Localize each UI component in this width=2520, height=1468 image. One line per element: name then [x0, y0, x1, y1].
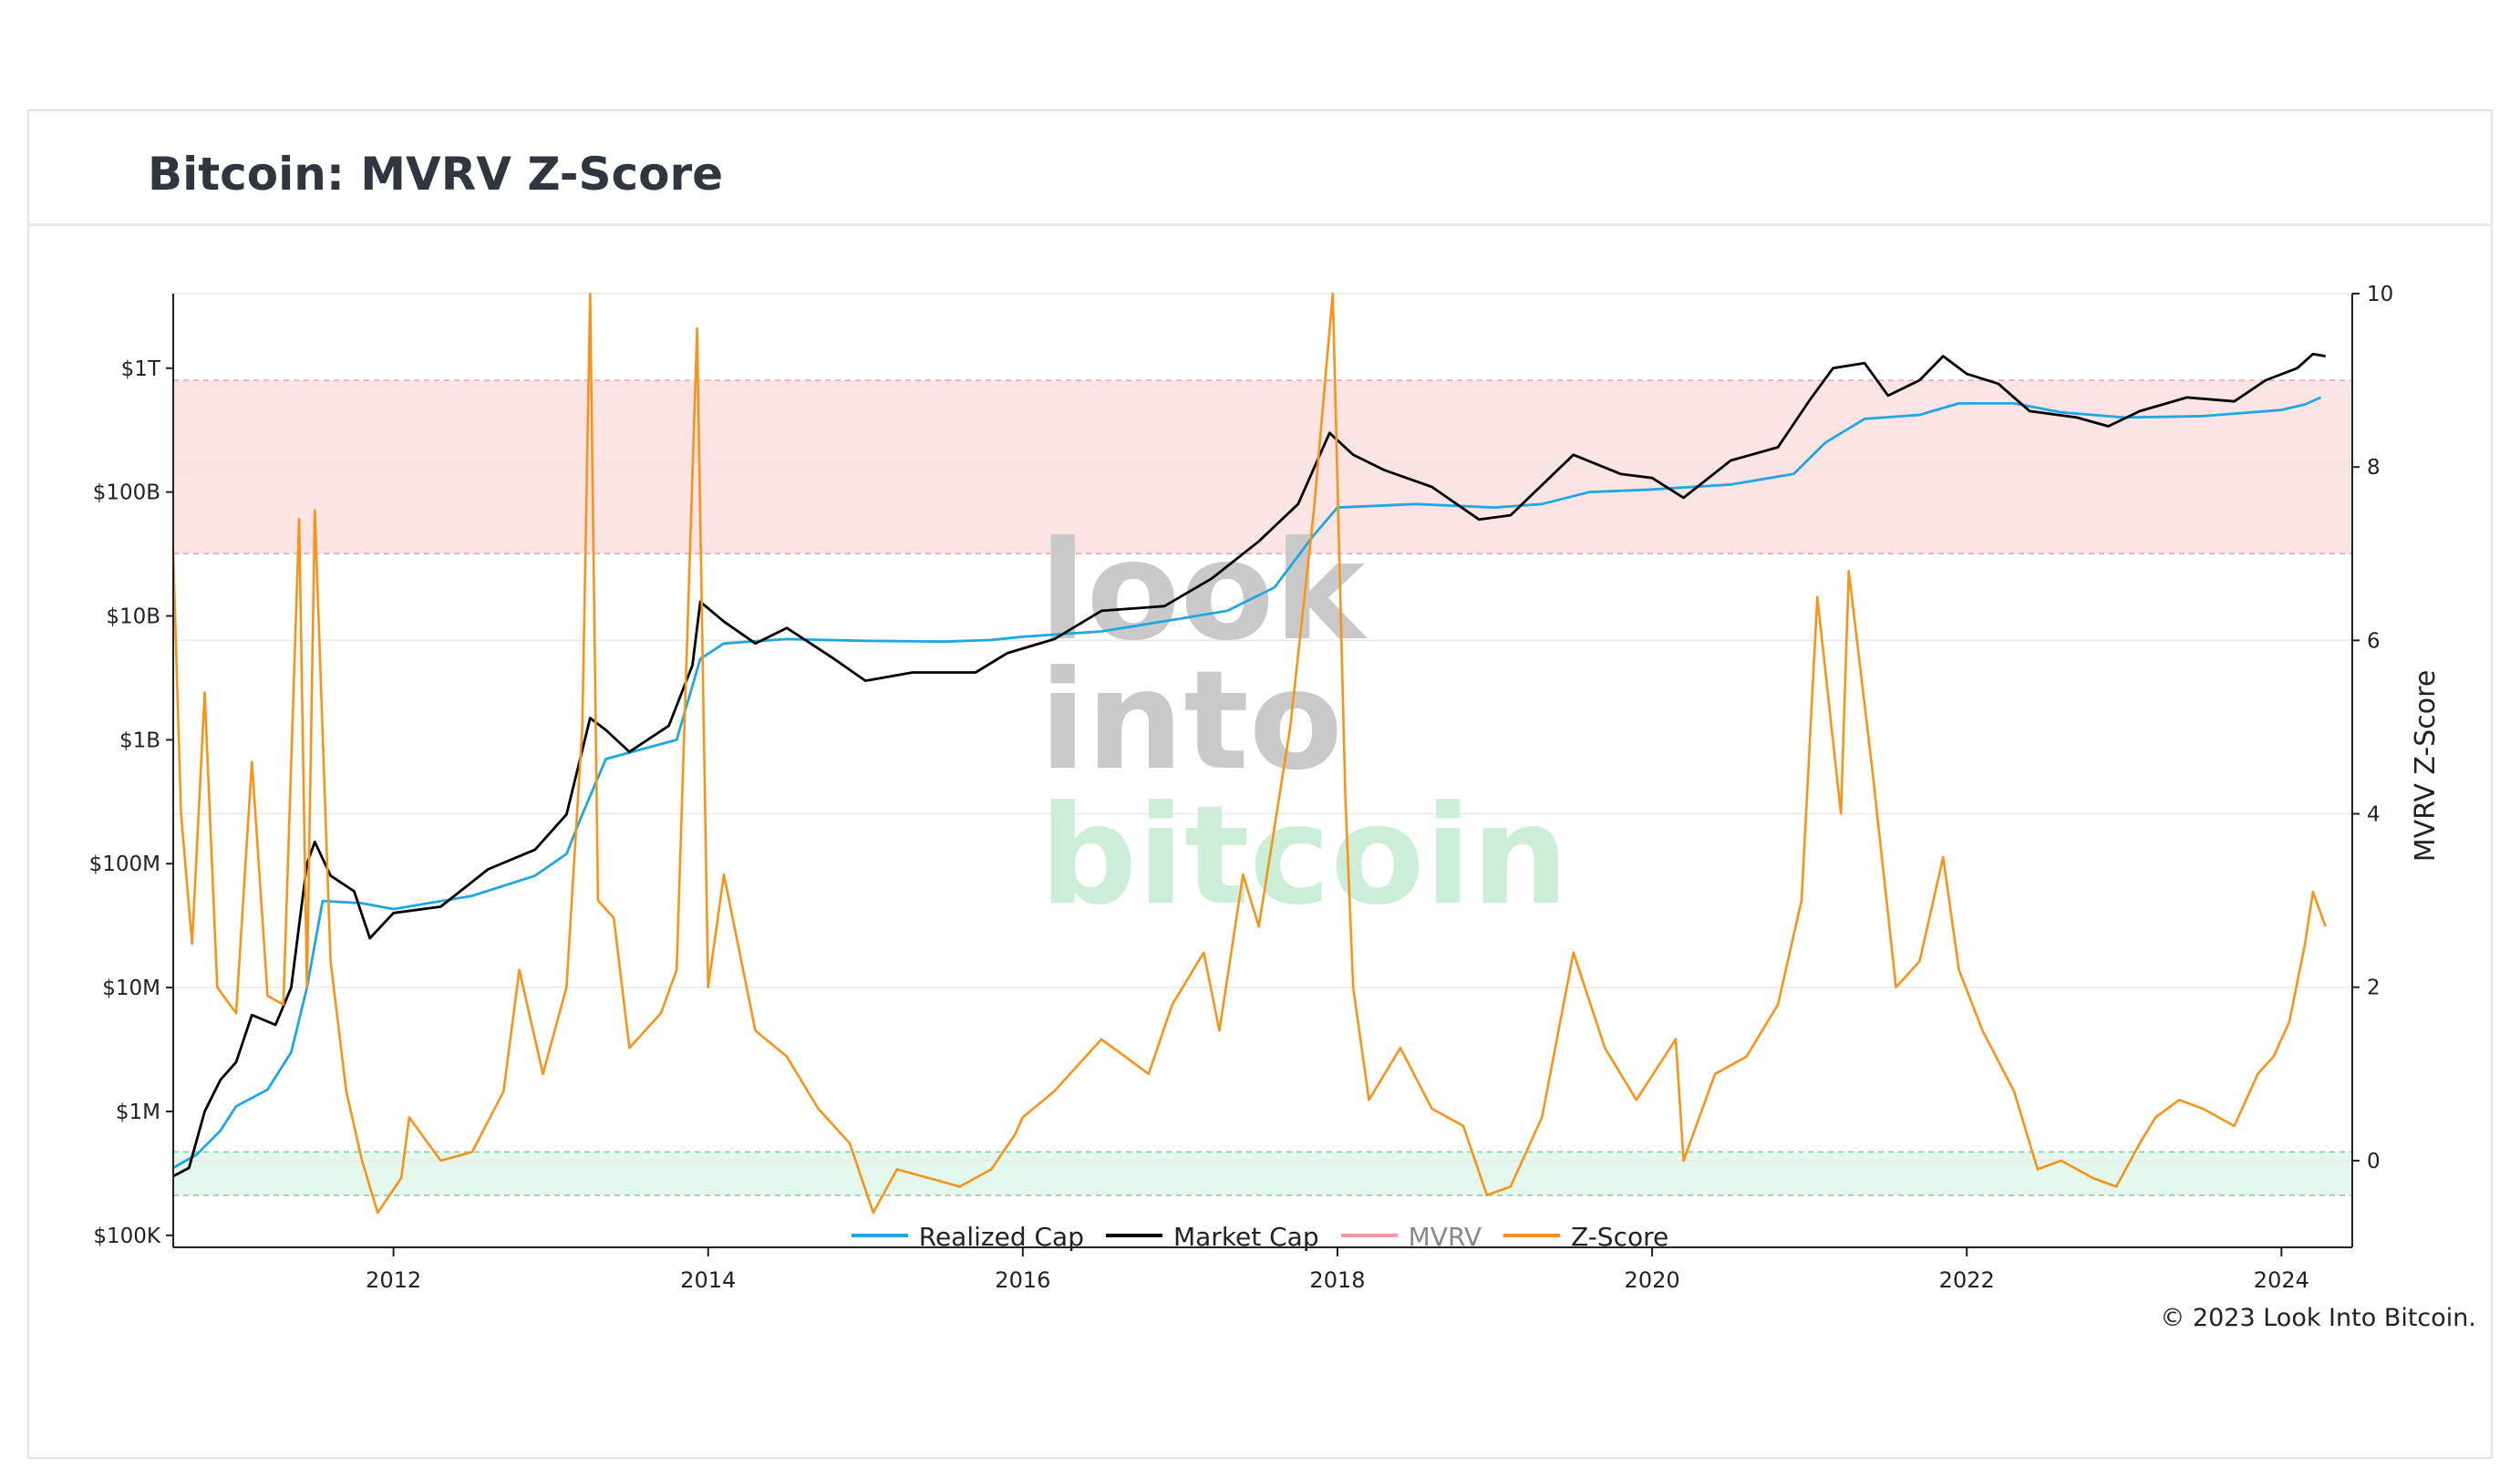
- x-tick-label: 2020: [1625, 1267, 1680, 1293]
- y-right-tick-label: 4: [2367, 803, 2381, 827]
- legend-swatch: [851, 1234, 908, 1237]
- legend-item-z-score[interactable]: Z-Score: [1503, 1222, 1668, 1252]
- x-tick-label: 2018: [1309, 1267, 1365, 1293]
- x-tick-label: 2016: [995, 1267, 1050, 1293]
- x-tick-label: 2024: [2254, 1267, 2309, 1293]
- band-undervalued: [173, 1152, 2352, 1195]
- legend-item-realized-cap[interactable]: Realized Cap: [851, 1222, 1084, 1252]
- series-market-cap: [172, 352, 2326, 1178]
- y-left-tick-label: $100M: [89, 853, 160, 876]
- y-left-tick-label: $10B: [106, 605, 160, 629]
- x-tick-label: 2022: [1939, 1267, 1995, 1293]
- watermark: look into bitcoin: [1039, 512, 1569, 936]
- page-title: Bitcoin: MVRV Z-Score: [148, 148, 724, 201]
- legend-label: Z-Score: [1571, 1222, 1669, 1252]
- y-left-tick-label: $100K: [93, 1225, 161, 1248]
- legend-item-market-cap[interactable]: Market Cap: [1105, 1222, 1319, 1252]
- x-tick-label: 2014: [680, 1267, 736, 1293]
- series-z-score: [171, 292, 2327, 1215]
- y-right-tick-label: 2: [2367, 977, 2381, 1000]
- legend-item-mvrv[interactable]: MVRV: [1340, 1222, 1482, 1252]
- legend-swatch: [1503, 1234, 1561, 1237]
- chart-card: Bitcoin: MVRV Z-Score: [27, 109, 2493, 1459]
- legend-label: MVRV: [1408, 1222, 1482, 1252]
- y-right-tick-label: 6: [2367, 629, 2381, 653]
- watermark-line1: look: [1039, 512, 1368, 671]
- y-right-axis-label: MVRV Z-Score: [2410, 670, 2442, 863]
- legend-label: Realized Cap: [918, 1222, 1084, 1252]
- legend: Realized Cap Market Cap MVRV Z-Score: [0, 1222, 2520, 1267]
- series-realized-cap: [172, 396, 2322, 1170]
- x-tick-label: 2012: [366, 1267, 421, 1293]
- y-right-tick-label: 0: [2367, 1150, 2381, 1173]
- y-right-tick-label: 8: [2367, 456, 2381, 480]
- chart-header: Bitcoin: MVRV Z-Score: [29, 111, 2491, 226]
- legend-label: Market Cap: [1172, 1222, 1319, 1252]
- watermark-line2: into: [1039, 642, 1343, 801]
- watermark-line3: bitcoin: [1039, 777, 1569, 936]
- y-right-tick-label: 10: [2367, 283, 2393, 306]
- legend-swatch: [1340, 1234, 1398, 1237]
- y-left-tick-label: $1M: [116, 1101, 160, 1124]
- y-left-tick-label: $1B: [119, 729, 160, 752]
- y-left-tick-label: $10M: [102, 977, 160, 1000]
- copyright: © 2023 Look Into Bitcoin.: [2160, 1304, 2476, 1332]
- legend-swatch: [1105, 1234, 1162, 1237]
- y-left-tick-label: $1T: [121, 357, 161, 381]
- y-left-tick-label: $100B: [93, 481, 160, 505]
